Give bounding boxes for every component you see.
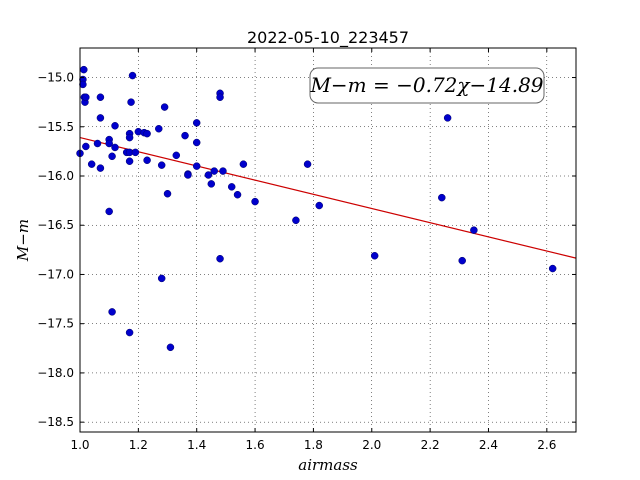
data-point (111, 143, 119, 152)
x-tick-label: 2.0 (362, 438, 381, 452)
data-point (80, 65, 88, 74)
data-point (207, 180, 216, 188)
ticks: 1.0 1.2 1.4 1.6 1.8 2.0 2.2 2.4 2.6 −15.0 −15.5 −16… (37, 48, 576, 452)
grid (79, 48, 576, 432)
chart-title: 2022-05-10_223457 (247, 28, 409, 48)
y-tick-label: −16.5 (37, 218, 74, 232)
x-tick-label: 1.6 (246, 438, 265, 452)
data-point (143, 156, 151, 164)
data-point (125, 328, 134, 337)
data-point (438, 193, 446, 202)
data-point (292, 216, 300, 225)
x-tick-label: 1.0 (70, 438, 89, 452)
data-point (443, 114, 452, 122)
data-point (111, 122, 119, 130)
data-point (82, 142, 90, 151)
data-point (192, 119, 201, 127)
points-layer (76, 65, 557, 352)
y-tick-label: −18.5 (37, 415, 74, 429)
data-point (163, 189, 172, 198)
fit-annotation: M−m = −0.72χ−14.89 (309, 67, 545, 104)
plot-area (80, 48, 576, 432)
data-point (458, 256, 466, 265)
y-tick-label: −17.0 (37, 267, 74, 281)
fit-line (79, 137, 577, 259)
data-point (96, 164, 105, 172)
y-axis-label: M−m (14, 219, 32, 262)
data-point (127, 98, 135, 106)
x-tick-label: 2.4 (479, 438, 498, 452)
x-tick-label: 1.2 (129, 438, 148, 452)
data-point (166, 343, 175, 352)
data-point (125, 133, 134, 142)
data-point (251, 197, 259, 206)
data-point (131, 148, 140, 157)
x-tick-label: 2.2 (421, 438, 440, 452)
data-point (87, 160, 96, 168)
data-point (233, 190, 242, 199)
data-point (96, 93, 105, 101)
data-point (128, 71, 137, 80)
y-tick-label: −16.0 (37, 169, 74, 183)
data-point (181, 131, 189, 140)
data-point (219, 167, 227, 175)
data-point (105, 207, 113, 216)
data-point (105, 139, 113, 148)
x-tick-label: 1.4 (187, 438, 206, 452)
data-point (470, 226, 478, 234)
data-point (143, 129, 151, 138)
data-point (172, 151, 181, 160)
data-point (157, 161, 166, 169)
data-point (82, 93, 90, 101)
data-point (192, 162, 201, 170)
y-tick-label: −18.0 (37, 366, 74, 380)
data-point (239, 160, 248, 168)
data-point (155, 124, 163, 133)
data-point (216, 93, 224, 101)
data-point (79, 80, 87, 89)
data-point (125, 157, 134, 165)
fit-line-layer (79, 137, 577, 259)
data-point (210, 167, 218, 175)
fit-equation: M−m = −0.72χ−14.89 (309, 73, 543, 97)
data-point (370, 252, 379, 260)
data-point (108, 152, 116, 161)
data-point (96, 114, 105, 122)
y-tick-label: −17.5 (37, 317, 74, 331)
x-tick-label: 1.8 (304, 438, 323, 452)
data-point (108, 308, 116, 316)
x-axis-label: airmass (298, 456, 358, 474)
data-point (227, 183, 236, 191)
data-point (315, 201, 323, 210)
data-point (184, 171, 192, 179)
data-point (204, 171, 213, 179)
data-point (303, 160, 312, 168)
y-tick-label: −15.0 (37, 71, 74, 85)
x-tick-label: 2.6 (537, 438, 556, 452)
data-point (93, 139, 102, 148)
annotation-box (309, 67, 545, 104)
data-point (216, 254, 224, 263)
y-tick-label: −15.5 (37, 120, 74, 134)
data-point (160, 103, 169, 111)
data-point (157, 274, 166, 283)
plot-frame (79, 47, 577, 433)
data-point (192, 138, 201, 147)
data-point (548, 264, 557, 273)
